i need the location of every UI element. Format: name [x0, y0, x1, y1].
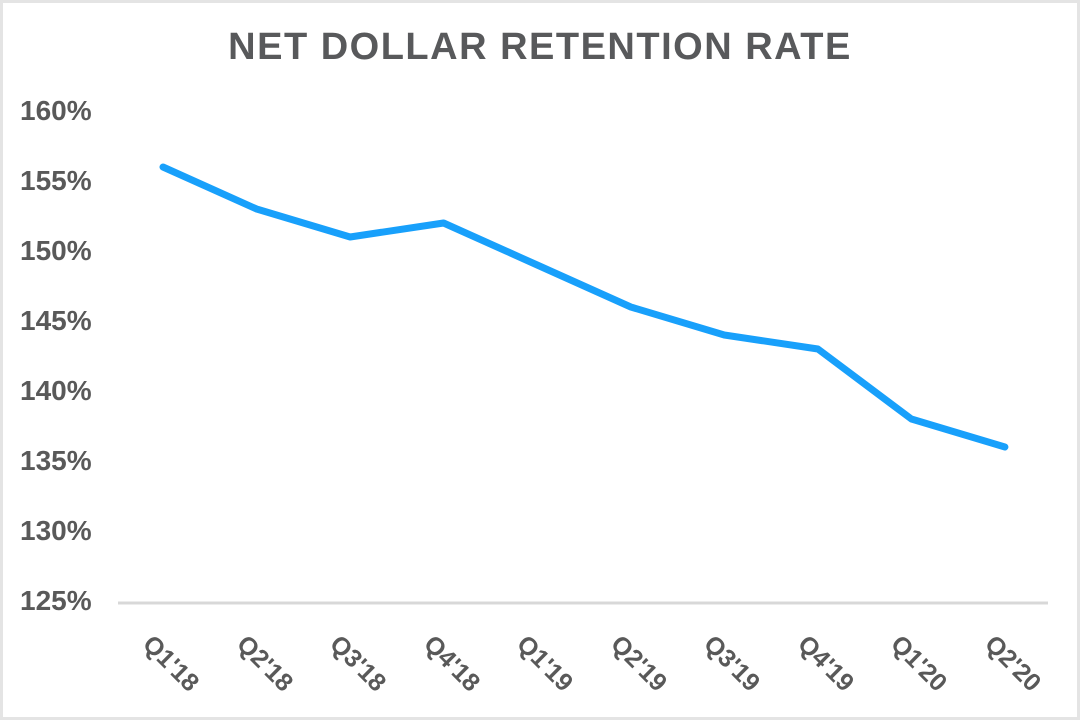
- y-axis-label: 155%: [20, 165, 92, 196]
- retention-line-series: [159, 163, 1009, 451]
- y-axis-label: 135%: [20, 445, 92, 476]
- y-axis-label: 125%: [20, 585, 92, 616]
- y-axis-label: 150%: [20, 235, 92, 266]
- y-axis-label: 130%: [20, 515, 92, 546]
- chart-title: NET DOLLAR RETENTION RATE: [228, 26, 852, 68]
- y-axis-label: 140%: [20, 375, 92, 406]
- y-axis-label: 160%: [20, 95, 92, 126]
- y-axis-label: 145%: [20, 305, 92, 336]
